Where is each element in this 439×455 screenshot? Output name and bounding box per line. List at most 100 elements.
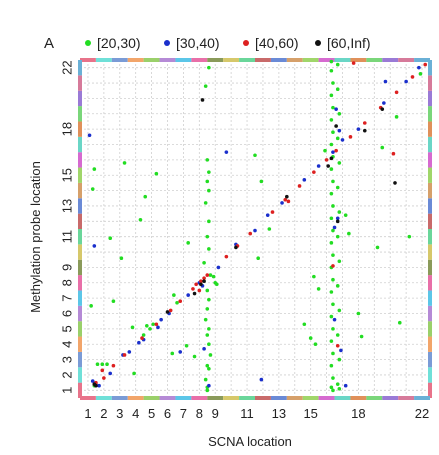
data-point [205,288,210,293]
data-point [145,323,149,328]
band-bottom [334,396,351,400]
band-left [78,351,82,368]
data-point [329,339,334,343]
band-bottom [366,396,383,400]
data-point [205,273,210,277]
data-point [302,178,307,182]
band-right [428,382,432,398]
legend: [20,30) [30,40) [40,60) [60,Inf) [85,35,371,51]
data-point [394,90,399,95]
data-point [203,317,208,322]
band-bottom [270,396,287,400]
band-bottom [239,396,255,400]
band-top [191,58,208,62]
data-point [259,377,264,382]
data-point [165,310,170,314]
band-top [95,58,112,62]
data-point [393,181,397,185]
x-tick-label: 11 [240,406,254,421]
data-point [207,65,211,70]
data-point [331,302,335,307]
data-point [203,201,208,205]
data-point [404,79,408,84]
band-left [78,75,82,91]
band-left [78,321,82,337]
band-top [334,58,351,62]
data-point [335,219,340,224]
y-tick-label: 4 [59,341,74,348]
data-point [202,347,206,351]
x-tick-label: 3 [116,406,123,421]
data-point [197,288,202,293]
data-point [313,342,318,347]
band-bottom [286,396,303,400]
data-point [140,336,144,340]
legend-label: [40,60) [255,35,299,51]
data-point [267,227,272,231]
data-point [207,219,211,224]
data-point [337,128,342,133]
data-point [87,133,92,138]
data-point [331,150,335,154]
data-point [89,304,93,308]
data-point [329,241,334,245]
x-tick-label: 8 [196,406,203,421]
data-point [331,105,335,110]
data-point [154,171,159,176]
data-point [397,320,402,325]
data-point [335,382,340,386]
band-right [428,60,432,76]
band-bottom [414,396,430,400]
data-point [407,234,412,239]
data-point [119,256,124,260]
band-top [175,58,192,62]
data-point [141,333,146,337]
data-point [94,383,98,388]
data-point [329,385,334,390]
data-point [335,185,340,190]
data-point [102,376,106,380]
data-point [199,279,203,284]
x-tick-label: 7 [180,406,187,421]
band-bottom [80,396,96,400]
y-tick-label: 13 [59,199,74,213]
band-top [223,58,240,62]
data-point [326,164,330,168]
data-point [343,383,348,388]
data-point [90,379,95,383]
data-point [194,282,198,287]
data-point [335,284,340,288]
band-top [286,58,303,62]
y-tick-label: 1 [59,387,74,394]
band-right [428,321,432,337]
data-point [207,247,211,251]
data-point [337,259,342,264]
band-bottom [318,396,335,400]
band-left [78,336,82,352]
data-point [324,158,329,162]
band-left [78,106,82,122]
data-point [351,61,356,65]
data-point [329,93,334,98]
data-point [417,65,421,70]
data-point [394,115,399,119]
band-bottom [143,396,160,400]
data-point [208,353,213,357]
data-point [90,187,95,191]
data-point [168,308,173,313]
band-top [159,58,176,62]
data-point [337,210,342,214]
data-point [200,98,205,102]
band-right [428,75,432,91]
data-point [253,153,257,158]
data-point [335,234,340,239]
data-point [329,156,334,161]
series-points [89,59,423,393]
band-right [428,259,432,276]
band-left [78,136,82,153]
band-top [398,58,415,62]
panel-label: A [44,35,54,52]
data-point [186,241,190,245]
data-point [175,300,179,305]
data-point [234,245,238,250]
